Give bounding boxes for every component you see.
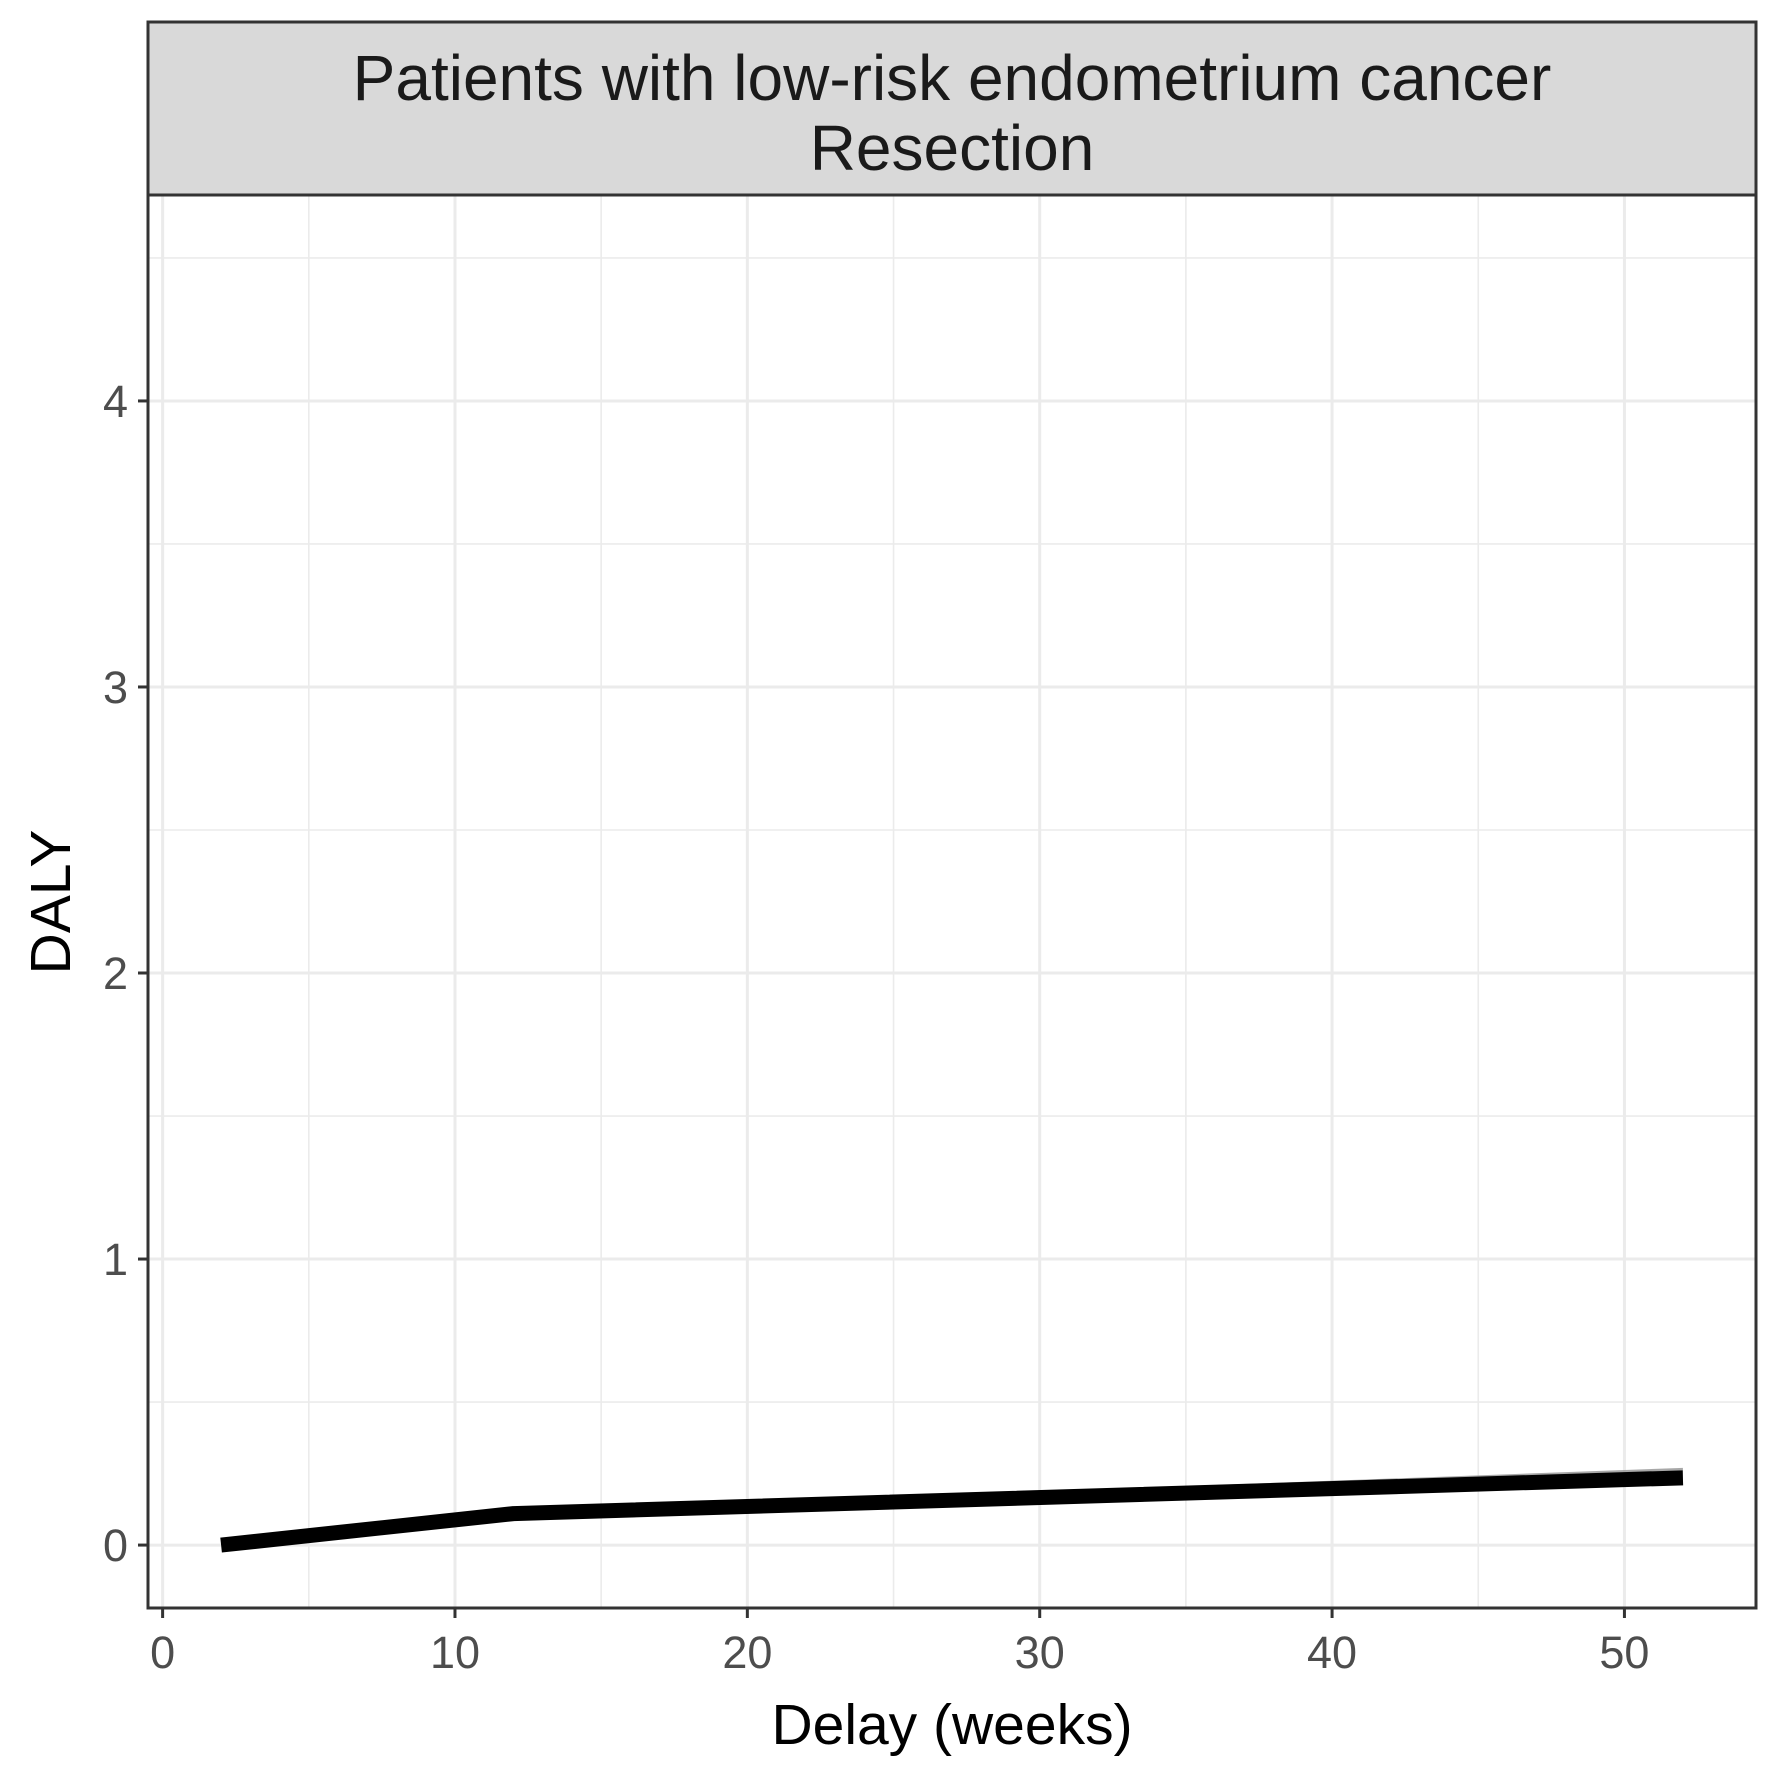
x-tick-label: 30	[1015, 1627, 1065, 1678]
x-tick-label: 20	[722, 1627, 772, 1678]
panel-border	[146, 193, 1758, 1610]
chart-title: Patients with low-risk endometrium cance…	[353, 42, 1552, 114]
strip-background	[146, 20, 1758, 197]
x-axis-title: Delay (weeks)	[771, 1693, 1132, 1757]
y-tick-label: 2	[103, 948, 128, 999]
y-axis-title: DALY	[19, 830, 83, 975]
x-tick-label: 0	[150, 1627, 175, 1678]
facet-strip: Patients with low-risk endometrium cance…	[146, 20, 1758, 197]
chart-subtitle: Resection	[810, 112, 1095, 184]
series-line	[220, 1470, 1684, 1553]
gridlines	[148, 195, 1756, 1608]
x-tick-label: 10	[430, 1627, 480, 1678]
x-tick-label: 50	[1599, 1627, 1649, 1678]
y-axis: 0 1 2 3 4	[103, 376, 148, 1571]
series-path	[220, 1470, 1684, 1553]
x-tick-label: 40	[1307, 1627, 1357, 1678]
x-axis: 0 10 20 30 40 50	[150, 1608, 1649, 1678]
y-tick-label: 1	[103, 1234, 128, 1285]
y-tick-label: 3	[103, 662, 128, 713]
y-tick-label: 0	[103, 1520, 128, 1571]
y-tick-label: 4	[103, 376, 128, 427]
